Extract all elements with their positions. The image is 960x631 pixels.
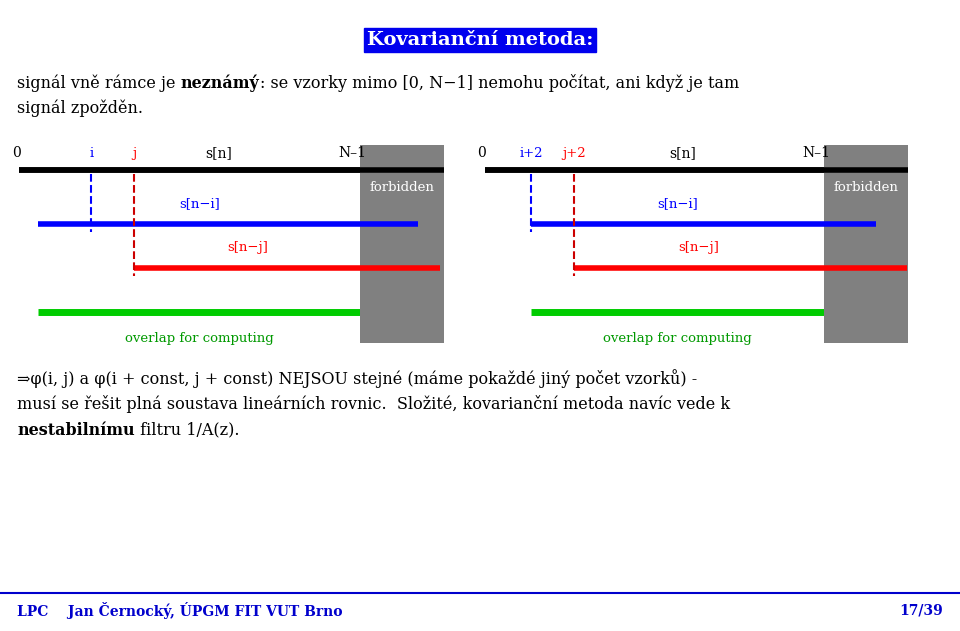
Text: j+2: j+2	[563, 147, 586, 160]
Bar	[824, 145, 908, 343]
Text: i+2: i+2	[519, 147, 542, 160]
Text: : se vzorky mimo [0, N−1] nemohu počítat, ani když je tam: : se vzorky mimo [0, N−1] nemohu počítat…	[259, 74, 739, 92]
Text: s[n−i]: s[n−i]	[179, 198, 220, 210]
Text: N–1: N–1	[338, 146, 367, 160]
Text: forbidden: forbidden	[833, 181, 899, 194]
Text: overlap for computing: overlap for computing	[125, 333, 274, 345]
Text: neznámý: neznámý	[180, 74, 259, 92]
Bar	[360, 145, 444, 343]
Text: LPC    Jan Černocký, ÚPGM FIT VUT Brno: LPC Jan Černocký, ÚPGM FIT VUT Brno	[17, 602, 343, 618]
Text: s[n−j]: s[n−j]	[679, 242, 719, 254]
Bar	[360, 145, 444, 343]
Text: s[n−i]: s[n−i]	[657, 198, 698, 210]
Text: s[n]: s[n]	[670, 146, 696, 160]
Text: i: i	[89, 147, 93, 160]
Text: 0: 0	[12, 146, 21, 160]
Text: N–1: N–1	[802, 146, 830, 160]
Text: overlap for computing: overlap for computing	[603, 333, 752, 345]
Text: ⇒φ(i, j) a φ(i + const, j + const) NEJSOU stejné (máme pokaždé jiný počet vzorků: ⇒φ(i, j) a φ(i + const, j + const) NEJSO…	[17, 369, 698, 388]
Text: forbidden: forbidden	[370, 181, 435, 194]
Bar	[824, 145, 908, 343]
Text: filtru 1/A(z).: filtru 1/A(z).	[135, 422, 239, 439]
Text: s[n]: s[n]	[205, 146, 231, 160]
Text: musí se řešit plná soustava lineárních rovnic.  Složité, kovarianční metoda naví: musí se řešit plná soustava lineárních r…	[17, 395, 731, 413]
Text: 17/39: 17/39	[899, 603, 943, 617]
Text: nestabilnímu: nestabilnímu	[17, 422, 135, 439]
Text: j: j	[132, 147, 136, 160]
Text: Kovarianční metoda:: Kovarianční metoda:	[367, 31, 593, 49]
Text: signál zpožděn.: signál zpožděn.	[17, 100, 143, 117]
Text: signál vně rámce je: signál vně rámce je	[17, 74, 180, 92]
Text: 0: 0	[477, 146, 487, 160]
Text: s[n−j]: s[n−j]	[227, 242, 268, 254]
